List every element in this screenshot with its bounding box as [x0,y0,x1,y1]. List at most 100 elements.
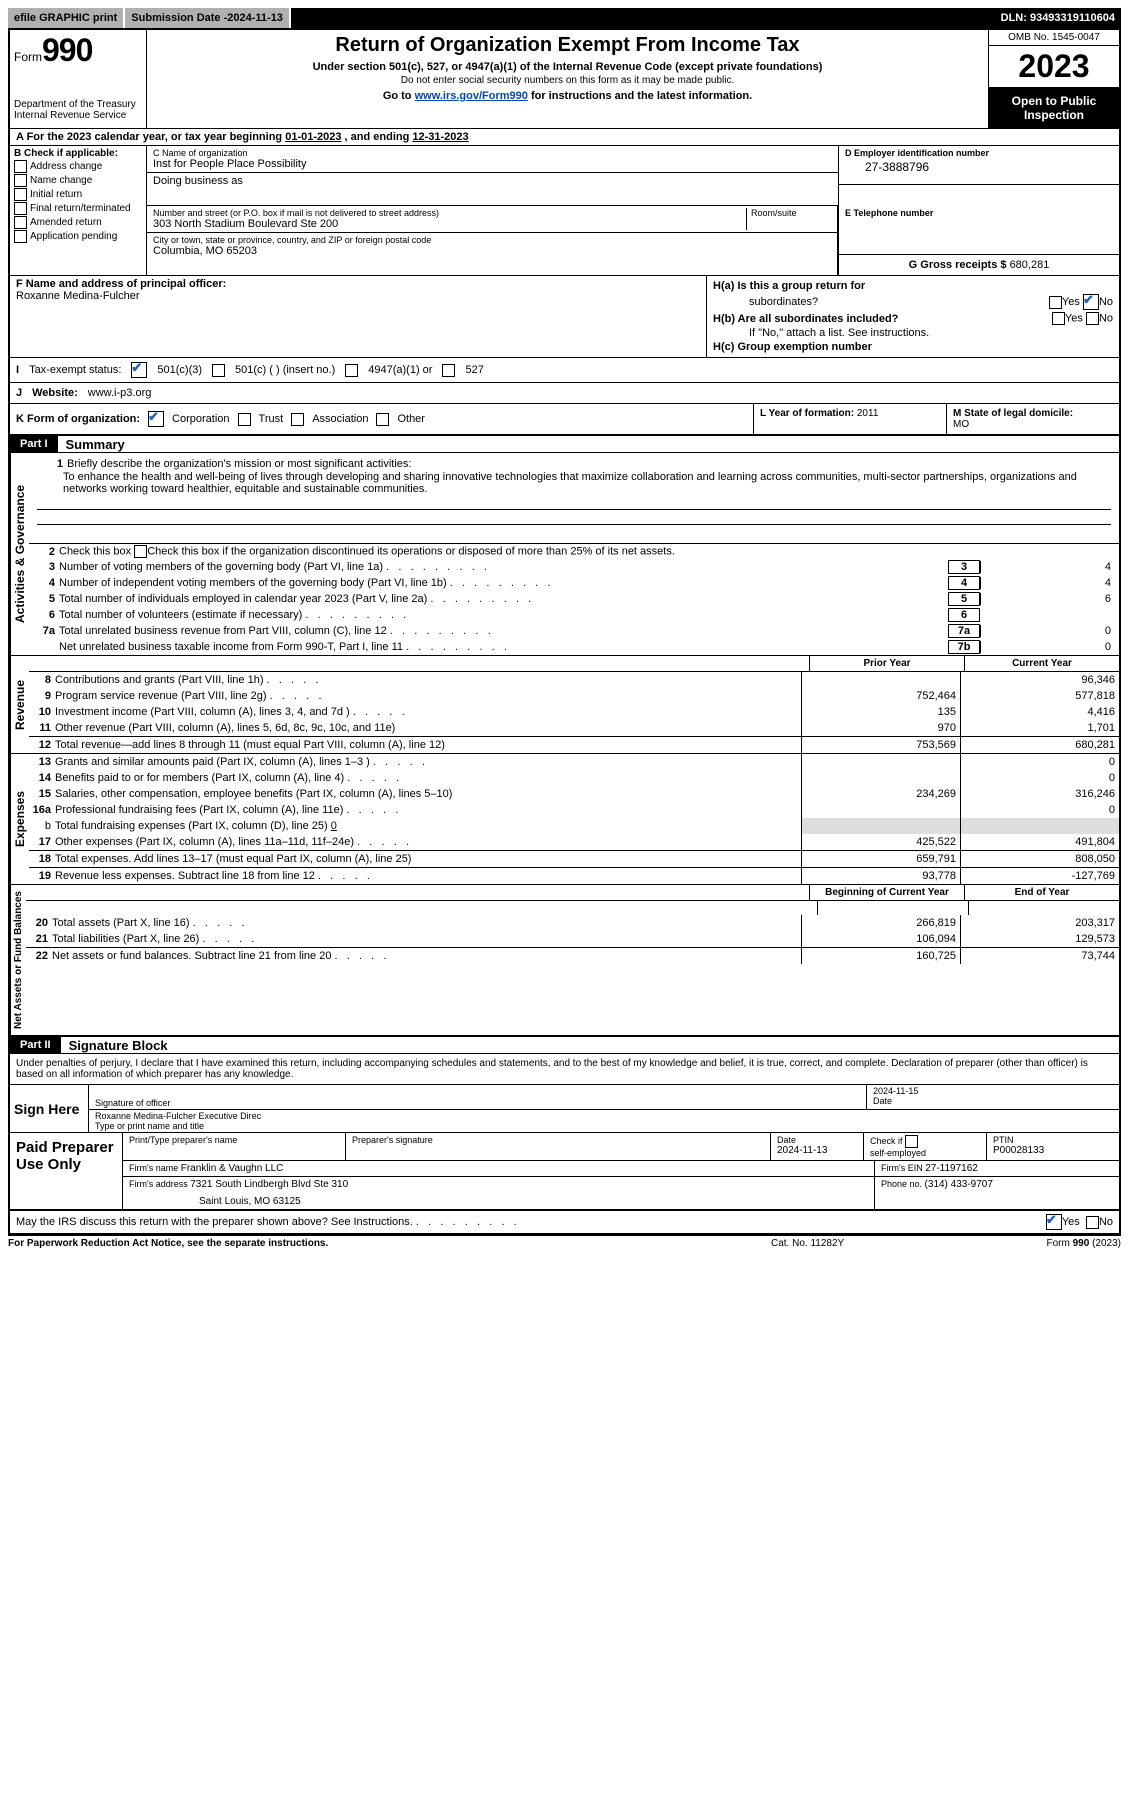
sign-here-label: Sign Here [10,1085,89,1132]
omb-number: OMB No. 1545-0047 [989,30,1119,46]
ein-box: D Employer identification number 27-3888… [839,146,1119,185]
paid-preparer-row: Paid Preparer Use Only Print/Type prepar… [10,1133,1119,1211]
dln: DLN: 93493319110604 [995,12,1121,24]
form-number: 990 [42,32,92,68]
header-sub2: Do not enter social security numbers on … [155,75,980,86]
val-7b: 0 [980,641,1115,653]
form-title: Return of Organization Exempt From Incom… [155,34,980,57]
suite-box: Room/suite [746,208,831,230]
org-name-box: C Name of organization Inst for People P… [147,146,838,173]
col-prior-year: Prior Year [809,656,964,671]
check-corp[interactable] [148,411,164,427]
paperwork-notice: For Paperwork Reduction Act Notice, see … [8,1238,771,1249]
col-c: C Name of organization Inst for People P… [147,146,1119,275]
discuss-row: May the IRS discuss this return with the… [10,1211,1119,1234]
preparer-sig-cell: Preparer's signature [346,1133,771,1160]
check-4947[interactable] [345,364,358,377]
efile-print-button[interactable]: efile GRAPHIC print [8,8,125,28]
firm-name-cell: Firm's name Franklin & Vaughn LLC [123,1161,875,1176]
check-assoc[interactable] [291,413,304,426]
state-domicile: M State of legal domicile:MO [946,404,1119,434]
firm-addr-cell: Firm's address 7321 South Lindbergh Blvd… [123,1177,875,1209]
check-trust[interactable] [238,413,251,426]
firm-ein-cell: Firm's EIN 27-1197162 [875,1161,1119,1176]
header-center: Return of Organization Exempt From Incom… [147,30,988,128]
ptin-cell: PTINP00028133 [987,1133,1119,1160]
part1-header: Part I Summary [10,436,1119,453]
form-header: Form990 Department of the Treasury Inter… [10,30,1119,129]
footer: For Paperwork Reduction Act Notice, see … [8,1236,1121,1251]
check-app-pending[interactable] [14,230,27,243]
check-address-change[interactable] [14,160,27,173]
cat-no: Cat. No. 11282Y [771,1238,971,1249]
info-block: B Check if applicable: Address change Na… [10,146,1119,276]
check-501c3[interactable] [131,362,147,378]
officer-name: Roxanne Medina-Fulcher [16,290,700,302]
check-501c[interactable] [212,364,225,377]
check-initial-return[interactable] [14,188,27,201]
website-row: J Website: www.i-p3.org [10,383,1119,404]
col-current-year: Current Year [964,656,1119,671]
val-3: 4 [980,561,1115,573]
sign-here-row: Sign Here Signature of officer 2024-11-1… [10,1085,1119,1133]
k-row: K Form of organization: Corporation Trus… [10,404,1119,436]
officer-signature: Signature of officer [89,1085,867,1109]
officer-box: F Name and address of principal officer:… [10,276,707,357]
signature-intro: Under penalties of perjury, I declare th… [10,1054,1119,1085]
open-to-public: Open to PublicInspection [989,88,1119,128]
firm-phone-cell: Phone no. (314) 433-9707 [875,1177,1119,1209]
form-frame: Form990 Department of the Treasury Inter… [8,28,1121,1236]
col-b-header: B Check if applicable: [14,148,142,159]
hb-no[interactable] [1086,312,1099,325]
check-final-return[interactable] [14,202,27,215]
top-bar: efile GRAPHIC print Submission Date - 20… [8,8,1121,28]
check-discontinued[interactable] [134,545,147,558]
val-4: 4 [980,577,1115,589]
submission-date: Submission Date - 2024-11-13 [125,8,291,28]
city-value: Columbia, MO 65203 [153,245,831,257]
tab-expenses: Expenses [10,754,29,884]
street-value: 303 North Stadium Boulevard Ste 200 [153,218,746,230]
col-beginning: Beginning of Current Year [809,885,964,900]
check-527[interactable] [442,364,455,377]
street-box: Number and street (or P.O. box if mail i… [147,206,837,233]
preparer-name-cell: Print/Type preparer's name [123,1133,346,1160]
dept-treasury: Department of the Treasury [14,99,142,110]
col-end: End of Year [964,885,1119,900]
tax-status-row: I Tax-exempt status: 501(c)(3) 501(c) ( … [10,358,1119,383]
sig-date: 2024-11-15 Date [867,1085,1119,1109]
check-amended[interactable] [14,216,27,229]
irs-link[interactable]: www.irs.gov/Form990 [415,90,528,102]
dba-box: Doing business as [147,173,838,206]
phone-box: E Telephone number [839,206,1119,255]
header-sub3: Go to www.irs.gov/Form990 for instructio… [155,90,980,102]
mission-text: To enhance the health and well-being of … [37,471,1111,495]
city-box: City or town, state or province, country… [147,233,837,259]
tab-net-assets: Net Assets or Fund Balances [10,885,26,1035]
preparer-date-cell: Date2024-11-13 [771,1133,864,1160]
ha-yes[interactable] [1049,296,1062,309]
form-id-cell: Form990 Department of the Treasury Inter… [10,30,147,128]
check-self-employed[interactable] [905,1135,918,1148]
ha-no[interactable] [1083,294,1099,310]
dept-irs: Internal Revenue Service [14,110,142,121]
mission-box: 1Briefly describe the organization's mis… [29,453,1119,544]
gross-receipts: G Gross receipts $ 680,281 [839,255,1119,275]
hb-yes[interactable] [1052,312,1065,325]
discuss-no[interactable] [1086,1216,1099,1229]
self-employed-cell: Check if self-employed [864,1133,987,1160]
year-formation: L Year of formation: 2011 [753,404,946,434]
check-name-change[interactable] [14,174,27,187]
header-right: OMB No. 1545-0047 2023 Open to PublicIns… [988,30,1119,128]
h-questions: H(a) Is this a group return for subordin… [707,276,1119,357]
tax-year: 2023 [989,46,1119,88]
paid-preparer-label: Paid Preparer Use Only [10,1133,123,1209]
ein-value: 27-3888796 [845,158,1113,174]
tab-activities-governance: Activities & Governance [10,453,29,655]
form-word: Form [14,50,42,64]
tab-revenue: Revenue [10,656,29,753]
check-other[interactable] [376,413,389,426]
fgh-row: F Name and address of principal officer:… [10,276,1119,358]
discuss-yes[interactable] [1046,1214,1062,1230]
header-sub1: Under section 501(c), 527, or 4947(a)(1)… [155,61,980,73]
